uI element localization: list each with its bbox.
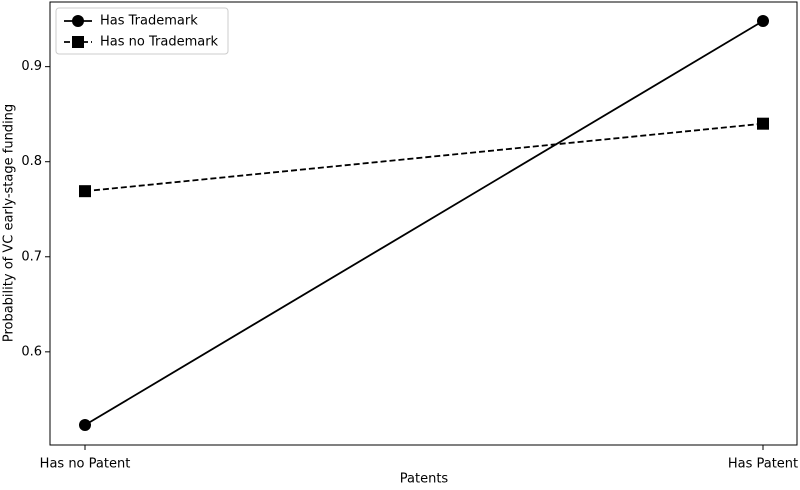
marker (79, 419, 91, 432)
y-axis-label: Probability of VC early-stage funding (2, 104, 17, 342)
y-tick-label: 0.6 (21, 344, 42, 359)
legend-label: Has Trademark (100, 14, 198, 29)
x-axis-label: Patents (400, 472, 449, 487)
series-line (84, 20, 764, 426)
x-tick-label: Has no Patent (40, 457, 131, 472)
y-tick-label: 0.7 (21, 249, 42, 264)
legend-label: Has no Trademark (100, 35, 219, 50)
plot-frame (49, 1, 798, 446)
legend-marker (72, 15, 84, 27)
marker (757, 117, 769, 130)
marker (757, 15, 769, 28)
legend-marker (72, 36, 84, 48)
y-tick-label: 0.9 (21, 59, 42, 74)
legend-box (55, 7, 229, 55)
series-line (84, 122, 764, 193)
x-tick-label: Has Patent (728, 457, 798, 472)
marker (79, 185, 91, 198)
y-tick-label: 0.8 (21, 154, 42, 169)
